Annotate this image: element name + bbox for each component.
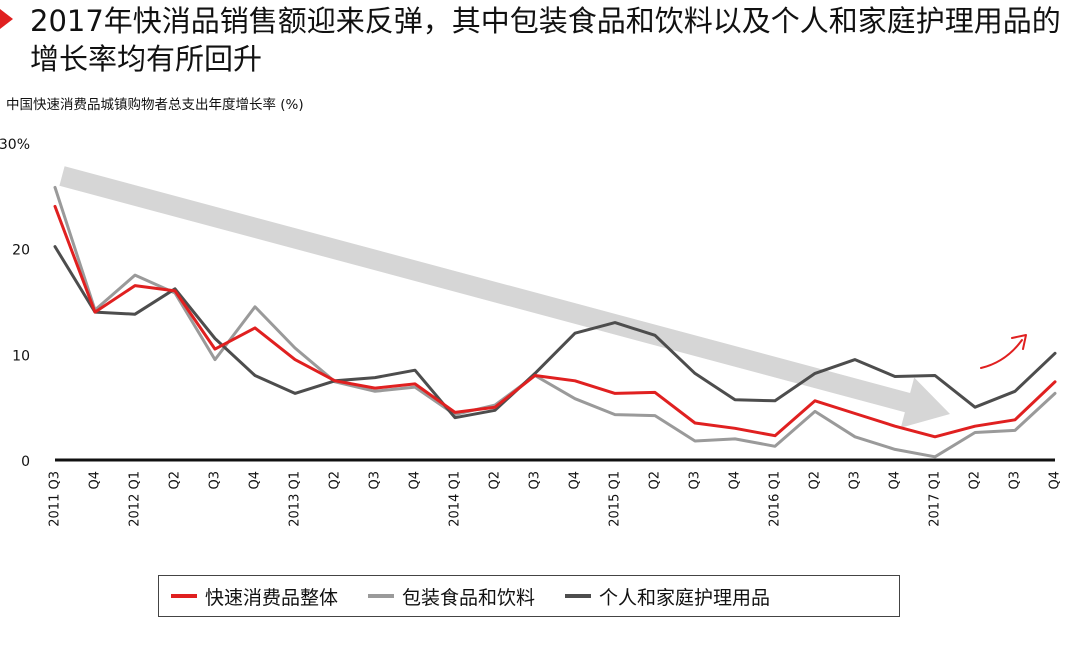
y-tick-label: 20 xyxy=(12,243,30,259)
x-tick-label: 2016 Q1 xyxy=(768,471,783,527)
rebound-arrowhead-icon xyxy=(1011,334,1027,350)
legend-swatch-total xyxy=(171,594,197,598)
x-tick-label: 2013 Q1 xyxy=(288,471,303,527)
x-tick-label: 2011 Q3 xyxy=(48,471,63,527)
x-tick-label: Q2 xyxy=(648,471,663,490)
x-tick-label: Q3 xyxy=(368,471,383,490)
x-tick-label: Q3 xyxy=(848,471,863,490)
x-tick-label: 2017 Q1 xyxy=(928,471,943,527)
legend-item-care: 个人和家庭护理用品 xyxy=(565,583,770,610)
x-tick-label: Q2 xyxy=(328,471,343,490)
x-tick-label: Q4 xyxy=(568,471,583,490)
y-axis-label: 中国快速消费品城镇购物者总支出年度增长率 (%) xyxy=(6,97,304,113)
x-tick-label: Q2 xyxy=(488,471,503,490)
x-tick-label: Q2 xyxy=(168,471,183,490)
x-tick-label: Q4 xyxy=(248,471,263,490)
y-tick-label: 10 xyxy=(12,348,30,364)
trend-arrow xyxy=(59,166,950,428)
x-tick-label: Q2 xyxy=(968,471,983,490)
rebound-arrow-icon xyxy=(980,339,1023,369)
x-tick-label: Q3 xyxy=(208,471,223,490)
y-tick-label: 30% xyxy=(0,137,30,153)
legend-swatch-care xyxy=(565,594,592,598)
x-tick-label: Q4 xyxy=(1048,471,1063,490)
legend-label-total: 快速消费品整体 xyxy=(205,586,339,609)
legend: 快速消费品整体 包装食品和饮料 个人和家庭护理用品 xyxy=(158,575,900,617)
x-tick-label: Q4 xyxy=(88,471,103,490)
legend-item-food: 包装食品和饮料 xyxy=(368,583,535,610)
x-tick-label: Q3 xyxy=(528,471,543,490)
legend-label-food: 包装食品和饮料 xyxy=(402,586,536,609)
series-line-food xyxy=(53,185,1057,459)
title-marker xyxy=(0,9,13,29)
legend-label-care: 个人和家庭护理用品 xyxy=(599,586,771,609)
legend-swatch-food xyxy=(368,594,395,598)
x-tick-label: 2015 Q1 xyxy=(608,471,623,527)
x-tick-label: Q4 xyxy=(728,471,743,490)
legend-item-total: 快速消费品整体 xyxy=(171,583,338,610)
x-tick-label: 2012 Q1 xyxy=(128,471,143,527)
x-tick-label: Q3 xyxy=(688,471,703,490)
x-tick-label: Q2 xyxy=(808,471,823,490)
series-line-total xyxy=(53,204,1057,439)
x-tick-label: Q3 xyxy=(1008,471,1023,490)
y-tick-label: 0 xyxy=(21,454,30,470)
x-tick-label: 2014 Q1 xyxy=(448,471,463,527)
x-tick-label: Q4 xyxy=(408,471,423,490)
x-tick-label: Q4 xyxy=(888,471,903,490)
chart-title: 2017年快消品销售额迎来反弹，其中包装食品和饮料以及个人和家庭护理用品的增长率… xyxy=(30,4,1061,76)
